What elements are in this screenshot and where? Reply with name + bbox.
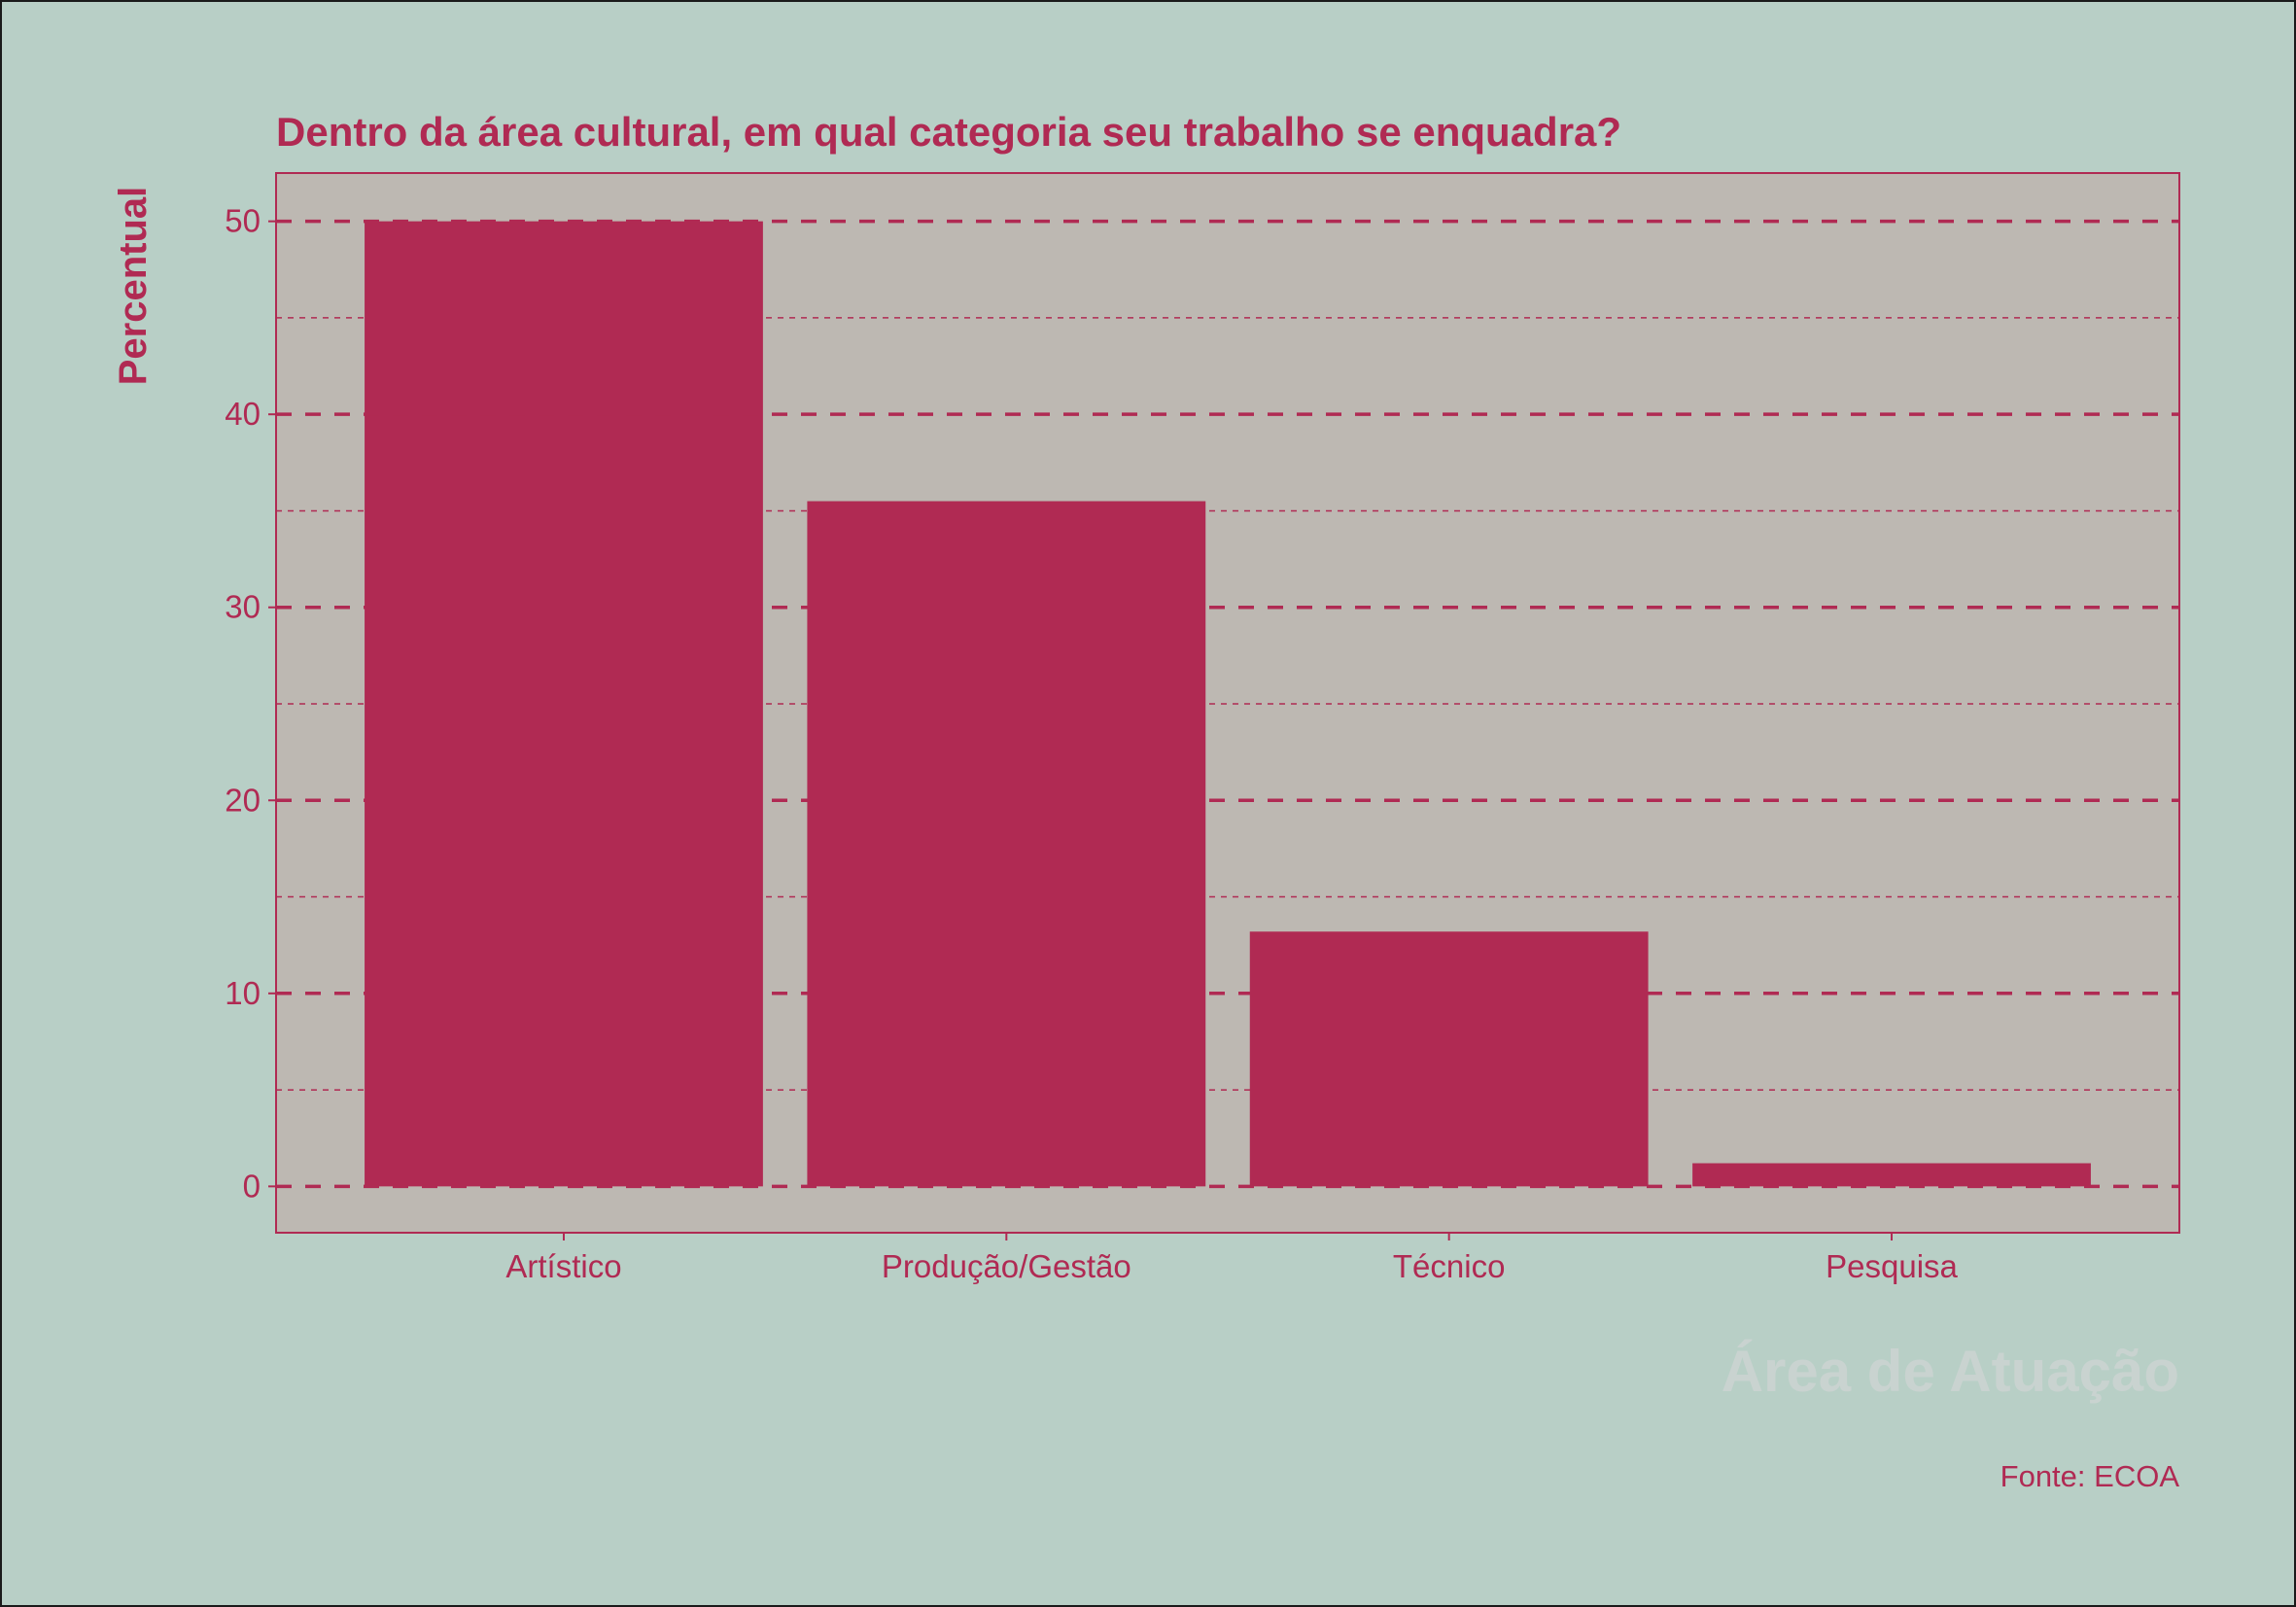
y-tick-label: 0	[243, 1168, 261, 1204]
bar-t-cnico	[1249, 931, 1649, 1187]
y-tick-label: 10	[225, 975, 261, 1011]
y-tick-label: 50	[225, 203, 261, 239]
bars	[365, 221, 2091, 1187]
x-tick-label: Produção/Gestão	[882, 1248, 1131, 1284]
x-tick-label: Técnico	[1393, 1248, 1506, 1284]
x-axis-ticks: Artístico Produção/Gestão Técnico Pesquisa	[505, 1233, 1959, 1284]
y-axis-ticks: 0 10 20 30 40 50	[225, 203, 276, 1204]
plot-panel-border	[275, 172, 2180, 1234]
x-tick-label: Pesquisa	[1826, 1248, 1958, 1284]
bar-produ-o-gest-o	[807, 501, 1206, 1187]
y-tick-label: 30	[225, 589, 261, 625]
chart-title: Dentro da área cultural, em qual categor…	[276, 109, 1621, 155]
x-axis-title: Área de Atuação	[1722, 1339, 2179, 1404]
y-tick-label: 20	[225, 782, 261, 818]
y-axis-title: Percentual	[112, 187, 155, 386]
y-tick-label: 40	[225, 396, 261, 432]
bar-art-stico	[365, 221, 763, 1187]
x-tick-label: Artístico	[505, 1248, 621, 1284]
source-caption: Fonte: ECOA	[2000, 1459, 2180, 1493]
bar-pesquisa	[1692, 1163, 2091, 1187]
